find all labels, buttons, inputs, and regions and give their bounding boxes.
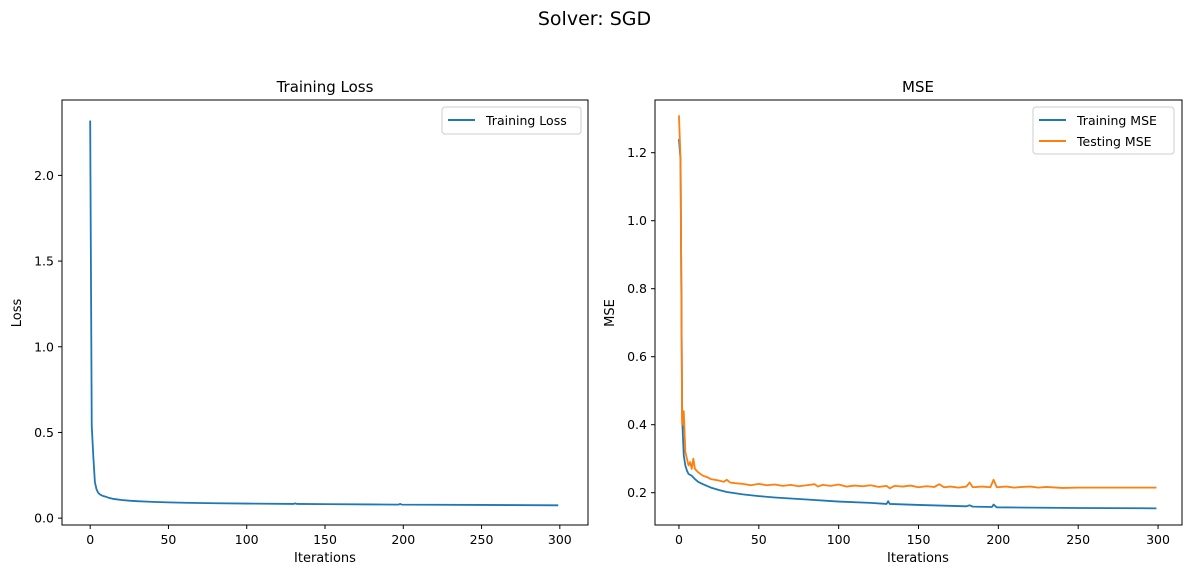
training-loss-x-tick-label: 100 — [235, 532, 259, 547]
mse-x-axis-label: Iterations — [887, 551, 949, 566]
training-loss-y-tick-label: 1.0 — [34, 339, 54, 354]
training-loss-series-group — [89, 120, 559, 507]
training-loss-panel: Training Loss 0 50 100 150 200 250 300 0.0 0.5 1.… — [10, 78, 589, 566]
training-loss-y-tick-label: 1.5 — [34, 254, 54, 269]
mse-x-tick-label: 100 — [827, 532, 851, 547]
mse-legend-label-training: Training MSE — [1076, 113, 1157, 128]
training-loss-legend-label: Training Loss — [485, 113, 567, 128]
mse-y-tick-label: 0.8 — [627, 281, 647, 296]
training-loss-x-tick-label: 50 — [160, 532, 176, 547]
training-loss-series-line-training-loss — [89, 120, 559, 507]
mse-series-line-training-mse — [678, 139, 1157, 510]
mse-y-tick-label: 0.6 — [627, 349, 647, 364]
mse-y-axis-label: MSE — [603, 299, 618, 327]
training-loss-legend-box — [441, 106, 582, 135]
training-loss-y-tick-label: 0.5 — [34, 425, 54, 440]
training-loss-title: Training Loss — [276, 78, 374, 96]
training-loss-x-tick-label: 200 — [391, 532, 415, 547]
mse-panel: MSE 0 50 100 150 200 250 300 0.2 0.4 0.6 0.8 1.0 1.2… — [603, 78, 1183, 566]
mse-title: MSE — [902, 78, 934, 96]
mse-series-group — [678, 115, 1157, 510]
mse-x-tick-label: 300 — [1146, 532, 1170, 547]
mse-legend-label-testing: Testing MSE — [1076, 134, 1152, 149]
mse-ticks: 0 50 100 150 200 250 300 0.2 0.4 0.6 0.8 1.0 1.2 — [627, 145, 1170, 547]
training-loss-x-tick-label: 300 — [548, 532, 572, 547]
figure-suptitle: Solver: SGD — [538, 8, 651, 30]
training-loss-y-axis-label: Loss — [10, 299, 25, 328]
training-loss-x-axis-label: Iterations — [294, 551, 356, 566]
mse-y-tick-label: 1.2 — [627, 145, 647, 160]
mse-legend-box — [1032, 106, 1175, 155]
training-loss-x-tick-label: 150 — [313, 532, 337, 547]
mse-y-tick-label: 0.4 — [627, 417, 647, 432]
mse-x-tick-label: 150 — [907, 532, 931, 547]
mse-legend: Training MSE Testing MSE — [1032, 106, 1175, 155]
training-loss-ticks: 0 50 100 150 200 250 300 0.0 0.5 1.0 1.5 2.0 — [34, 168, 572, 547]
mse-x-tick-label: 0 — [675, 532, 683, 547]
training-loss-y-tick-label: 2.0 — [34, 168, 54, 183]
training-loss-x-tick-label: 250 — [470, 532, 494, 547]
mse-x-tick-label: 250 — [1066, 532, 1090, 547]
training-loss-x-tick-label: 0 — [86, 532, 94, 547]
mse-x-tick-label: 200 — [986, 532, 1010, 547]
training-loss-legend: Training Loss — [441, 106, 582, 135]
mse-y-tick-label: 0.2 — [627, 485, 647, 500]
mse-x-tick-label: 50 — [751, 532, 767, 547]
training-loss-y-tick-label: 0.0 — [34, 511, 54, 526]
mse-series-line-testing-mse — [678, 115, 1157, 490]
mse-y-tick-label: 1.0 — [627, 213, 647, 228]
training-loss-axes-frame — [61, 99, 589, 526]
mse-axes-frame — [654, 99, 1183, 526]
